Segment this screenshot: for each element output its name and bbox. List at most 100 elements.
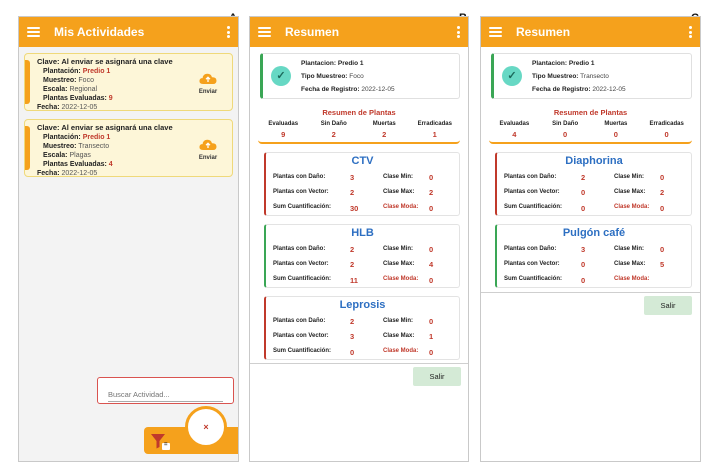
fecha-registro-value: 2022-12-05 xyxy=(592,86,626,93)
resumen-plantas-title: Resumen de Plantas xyxy=(553,108,628,117)
dano-value: 3 xyxy=(581,245,586,254)
screen-resumen-foco: Resumen ✓ Plantacion: Predio 1 Tipo Mues… xyxy=(249,16,469,462)
dano-label: Plantas con Daño: xyxy=(273,174,326,180)
screen-mis-actividades: Mis Actividades Clave: Al enviar se asig… xyxy=(18,16,239,462)
evaluadas-header: Evaluadas xyxy=(499,121,530,127)
more-options-icon[interactable] xyxy=(457,26,460,38)
salir-button[interactable]: Salir xyxy=(413,367,461,386)
fecha-registro-label: Fecha de Registro: xyxy=(301,86,360,93)
sum-value: 0 xyxy=(581,204,586,213)
min-label: Clase Min: xyxy=(614,246,645,252)
vector-label: Plantas con Vector: xyxy=(273,189,329,195)
escala-value: Plagas xyxy=(69,152,91,159)
app-bar: Mis Actividades xyxy=(19,17,238,47)
check-icon: ✓ xyxy=(502,66,522,86)
cloud-upload-icon xyxy=(199,138,217,151)
filter-badge: = xyxy=(164,442,168,448)
menu-icon[interactable] xyxy=(258,27,271,37)
resumen-plantas-table: Evaluadas Sin Daño Muertas Erradicadas 4… xyxy=(489,121,692,144)
pest-card-leprosis: Leprosis Plantas con Daño: 2 Clase Min: … xyxy=(264,296,460,360)
max-label: Clase Max: xyxy=(383,261,415,267)
moda-label: Clase Moda: xyxy=(614,204,650,210)
activity-card[interactable]: Clave: Al enviar se asignará una clave P… xyxy=(24,53,233,111)
evaluadas-value: 9 xyxy=(281,130,286,139)
activity-card[interactable]: Clave: Al enviar se asignará una clave P… xyxy=(24,119,233,177)
muertas-value: 0 xyxy=(613,130,618,139)
fecha-label: Fecha: xyxy=(37,170,60,177)
dano-label: Plantas con Daño: xyxy=(273,318,326,324)
moda-label: Clase Moda: xyxy=(614,276,650,282)
escala-value: Regional xyxy=(69,86,98,93)
fecha-registro-label: Fecha de Registro: xyxy=(532,86,591,93)
more-options-icon[interactable] xyxy=(227,26,230,38)
search-box xyxy=(97,377,234,404)
divider xyxy=(250,363,468,364)
divider xyxy=(481,292,700,293)
fecha-value: 2022-12-05 xyxy=(61,170,98,177)
dano-value: 2 xyxy=(350,245,355,254)
plantacion-value: Predio 1 xyxy=(82,68,111,75)
plantas-value: 9 xyxy=(108,95,113,102)
tipo-muestreo-label: Tipo Muestreo: xyxy=(532,73,579,80)
enviar-button[interactable]: Enviar xyxy=(194,72,222,97)
vector-value: 2 xyxy=(350,260,355,269)
vector-label: Plantas con Vector: xyxy=(504,261,560,267)
dano-label: Plantas con Daño: xyxy=(504,246,557,252)
dano-value: 3 xyxy=(350,173,355,182)
menu-icon[interactable] xyxy=(27,27,40,37)
plantation-info-card: ✓ Plantacion: Predio 1 Tipo Muestreo: Fo… xyxy=(260,53,460,99)
pest-card-pulgon-cafe: Pulgón café Plantas con Daño: 3 Clase Mi… xyxy=(495,224,692,288)
min-value: 0 xyxy=(429,245,434,254)
menu-icon[interactable] xyxy=(489,27,502,37)
plantacion-label: Plantacion: xyxy=(301,60,337,67)
search-input[interactable] xyxy=(108,390,223,402)
min-value: 0 xyxy=(660,245,665,254)
vector-label: Plantas con Vector: xyxy=(504,189,560,195)
min-label: Clase Min: xyxy=(614,174,645,180)
resumen-plantas-title: Resumen de Plantas xyxy=(322,108,396,117)
muestreo-value: Transecto xyxy=(78,143,110,150)
sum-label: Sum Cuantificación: xyxy=(273,204,332,210)
clave-label: Clave: xyxy=(37,123,60,132)
card-accent-stripe xyxy=(25,60,30,104)
plantacion-label: Plantacion: xyxy=(532,60,568,67)
moda-label: Clase Moda: xyxy=(383,348,419,354)
min-value: 0 xyxy=(429,317,434,326)
moda-label: Clase Moda: xyxy=(383,276,419,282)
close-icon: × xyxy=(203,422,209,432)
evaluadas-header: Evaluadas xyxy=(268,121,299,127)
plantacion-label: Plantación: xyxy=(43,134,81,141)
enviar-button[interactable]: Enviar xyxy=(194,138,222,163)
vector-label: Plantas con Vector: xyxy=(273,261,329,267)
filter-button[interactable]: = xyxy=(149,431,171,451)
moda-value: 0 xyxy=(429,276,434,285)
plantation-info-card: ✓ Plantacion: Predio 1 Tipo Muestreo: Tr… xyxy=(491,53,692,99)
enviar-label: Enviar xyxy=(198,155,218,161)
max-value: 2 xyxy=(660,188,665,197)
filter-icon xyxy=(151,434,170,450)
sum-label: Sum Cuantificación: xyxy=(504,204,563,210)
max-label: Clase Max: xyxy=(383,333,415,339)
pest-name: CTV xyxy=(351,155,374,167)
tipo-muestreo-value: Transecto xyxy=(580,73,609,80)
fecha-value: 2022-12-05 xyxy=(61,104,98,111)
close-fab-button[interactable]: × xyxy=(185,406,227,448)
plantas-value: 4 xyxy=(108,161,113,168)
page-title: Resumen xyxy=(516,25,571,39)
pest-name: HLB xyxy=(351,227,374,239)
escala-label: Escala: xyxy=(43,86,68,93)
more-options-icon[interactable] xyxy=(689,26,692,38)
erradicadas-header: Erradicadas xyxy=(649,121,684,127)
fecha-label: Fecha: xyxy=(37,104,60,111)
salir-button[interactable]: Salir xyxy=(644,296,692,315)
sum-value: 11 xyxy=(350,276,358,285)
min-value: 0 xyxy=(660,173,665,182)
check-icon: ✓ xyxy=(271,66,291,86)
vector-value: 3 xyxy=(350,332,355,341)
pest-card-diaphorina: Diaphorina Plantas con Daño: 2 Clase Min… xyxy=(495,152,692,216)
sum-value: 0 xyxy=(350,348,355,357)
max-label: Clase Max: xyxy=(614,189,646,195)
resumen-plantas-table: Evaluadas Sin Daño Muertas Erradicadas 9… xyxy=(258,121,460,144)
app-bar: Resumen xyxy=(481,17,700,47)
page-title: Mis Actividades xyxy=(54,25,145,39)
